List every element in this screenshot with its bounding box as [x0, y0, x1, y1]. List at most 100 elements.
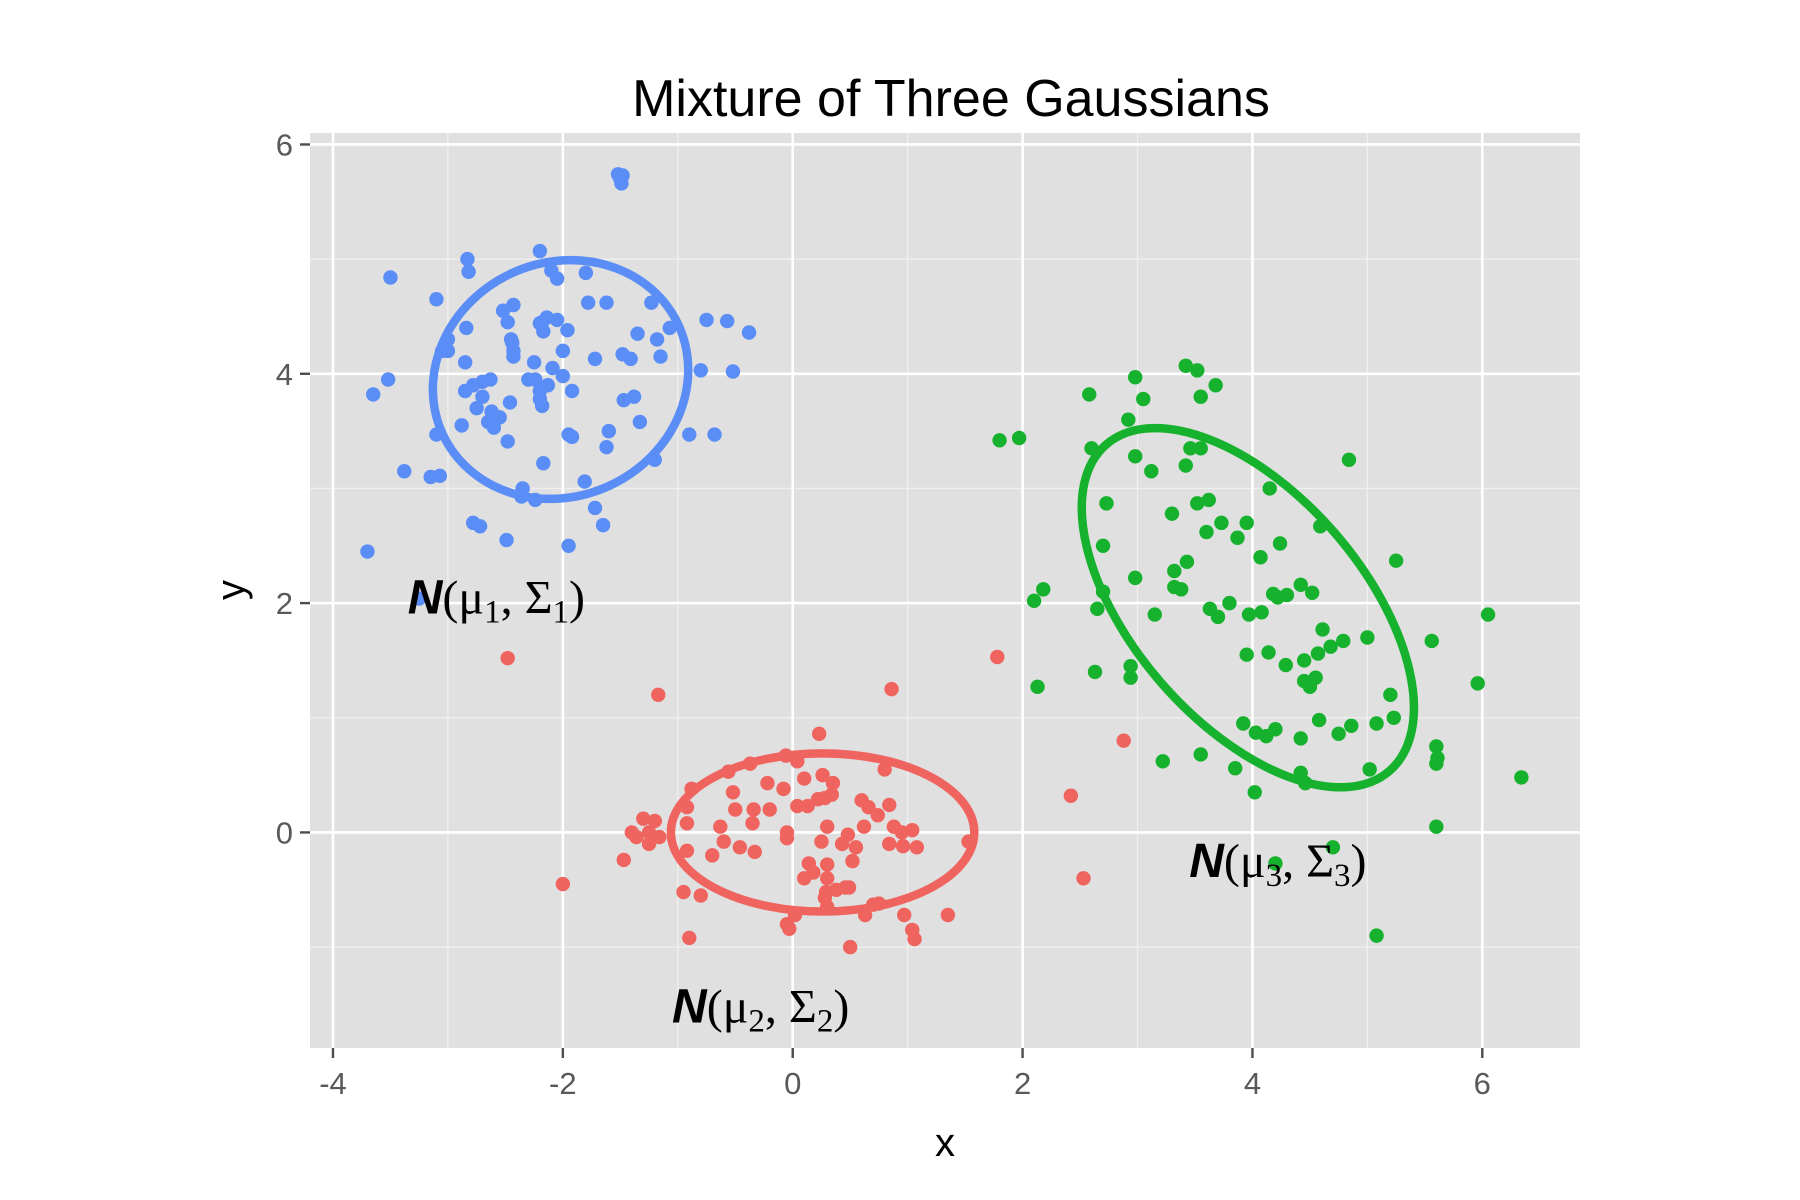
data-point-component-3	[1128, 370, 1143, 385]
data-point-component-3	[1128, 449, 1143, 464]
data-point-component-1	[532, 243, 548, 259]
data-point-component-3	[1173, 582, 1189, 597]
data-point-component-3	[1241, 607, 1257, 622]
ellipse-component-2	[666, 749, 979, 916]
data-point-component-3	[1123, 658, 1138, 674]
data-point-component-1	[599, 295, 614, 310]
data-point-component-3	[1311, 712, 1327, 728]
component-annotations: N(μ1, Σ1) N(μ2, Σ2) N(μ3, Σ3)	[408, 571, 1367, 1039]
data-point-component-2	[647, 813, 662, 829]
annotation-n-1: N(μ1, Σ1)	[408, 571, 585, 630]
data-point-component-1	[587, 500, 603, 516]
data-point-component-1	[555, 343, 571, 359]
data-point-component-3	[1253, 550, 1268, 565]
data-point-component-3	[1279, 587, 1295, 603]
data-point-component-1	[411, 591, 427, 606]
data-point-component-3	[1480, 607, 1496, 622]
data-point-component-1	[682, 427, 697, 442]
data-point-component-1	[502, 395, 518, 410]
data-point-component-1	[614, 176, 629, 191]
data-point-component-2	[641, 836, 657, 852]
data-point-component-1	[561, 538, 576, 553]
data-point-component-1	[580, 295, 596, 310]
data-point-component-1	[549, 312, 565, 328]
data-point-component-1	[536, 456, 551, 471]
data-point-component-3	[1369, 716, 1384, 731]
data-point-component-3	[1036, 582, 1051, 597]
data-point-component-2	[797, 771, 812, 786]
data-point-component-3	[1302, 679, 1318, 695]
data-point-component-1	[632, 414, 648, 430]
data-point-component-2	[1116, 733, 1131, 748]
y-tick-label: 2	[276, 586, 293, 621]
data-point-component-1	[534, 398, 550, 414]
data-point-component-2	[907, 931, 922, 947]
chart-title: Mixture of Three Gaussians	[632, 70, 1270, 128]
data-point-component-3	[1470, 676, 1485, 691]
data-point-component-3	[1293, 731, 1308, 746]
data-point-component-3	[1179, 554, 1195, 570]
data-point-component-1	[475, 389, 490, 404]
data-point-component-3	[1272, 536, 1288, 551]
data-point-component-1	[725, 364, 741, 379]
data-point-component-1	[601, 423, 617, 439]
data-point-component-2	[1063, 788, 1079, 803]
data-point-component-1	[528, 372, 543, 387]
data-point-component-2	[705, 848, 720, 863]
x-axis-label: x	[935, 1121, 955, 1165]
data-point-component-2	[616, 852, 631, 868]
y-axis-label: y	[209, 580, 253, 600]
data-point-component-3	[1147, 607, 1162, 622]
data-point-component-2	[725, 785, 741, 800]
data-point-component-3	[1208, 378, 1223, 393]
data-point-component-2	[713, 819, 728, 834]
data-point-component-1	[500, 314, 515, 330]
data-point-component-2	[841, 880, 857, 895]
data-point-component-2	[819, 871, 835, 886]
data-point-component-1	[555, 368, 571, 384]
x-tick-label: -2	[549, 1066, 577, 1101]
data-point-component-3	[1144, 464, 1159, 479]
data-point-component-1	[536, 324, 551, 339]
data-point-component-3	[1193, 389, 1208, 404]
data-point-component-1	[499, 532, 514, 548]
data-point-component-2	[636, 811, 651, 826]
data-point-component-2	[856, 819, 872, 834]
data-point-component-3	[1331, 726, 1346, 742]
data-point-component-3	[1190, 363, 1205, 378]
data-point-component-2	[797, 871, 812, 886]
data-point-component-1	[623, 351, 638, 367]
data-point-component-3	[1087, 664, 1103, 680]
data-point-component-3	[1183, 441, 1198, 456]
x-tick-label: 6	[1474, 1066, 1491, 1101]
data-point-component-2	[746, 802, 761, 817]
data-point-component-1	[599, 439, 614, 455]
data-point-component-3	[1323, 639, 1338, 654]
data-point-component-1	[500, 434, 515, 449]
data-point-component-3	[1239, 647, 1254, 662]
data-point-component-2	[842, 939, 858, 955]
data-point-component-3	[1254, 605, 1269, 620]
data-point-component-1	[457, 355, 473, 370]
data-point-component-1	[466, 378, 481, 393]
data-point-component-1	[564, 383, 580, 399]
data-point-component-3	[1190, 496, 1205, 511]
data-point-component-2	[877, 762, 892, 777]
data-point-component-1	[472, 519, 488, 534]
data-point-component-3	[1155, 754, 1170, 769]
data-point-component-1	[459, 320, 474, 336]
data-point-component-1	[564, 429, 580, 445]
x-tick-labels: -4 -2 0 2 4 6	[319, 1066, 1491, 1101]
data-point-component-2	[790, 798, 805, 814]
data-point-component-1	[662, 320, 677, 336]
data-point-component-2	[814, 834, 829, 849]
data-point-component-3	[1201, 492, 1216, 508]
data-point-component-2	[895, 838, 911, 854]
data-point-component-3	[1315, 622, 1330, 637]
data-point-component-2	[555, 876, 571, 892]
data-point-component-2	[845, 853, 860, 869]
data-point-component-3	[1210, 609, 1226, 625]
data-point-component-2	[1076, 871, 1091, 886]
data-point-component-3	[1325, 840, 1341, 855]
